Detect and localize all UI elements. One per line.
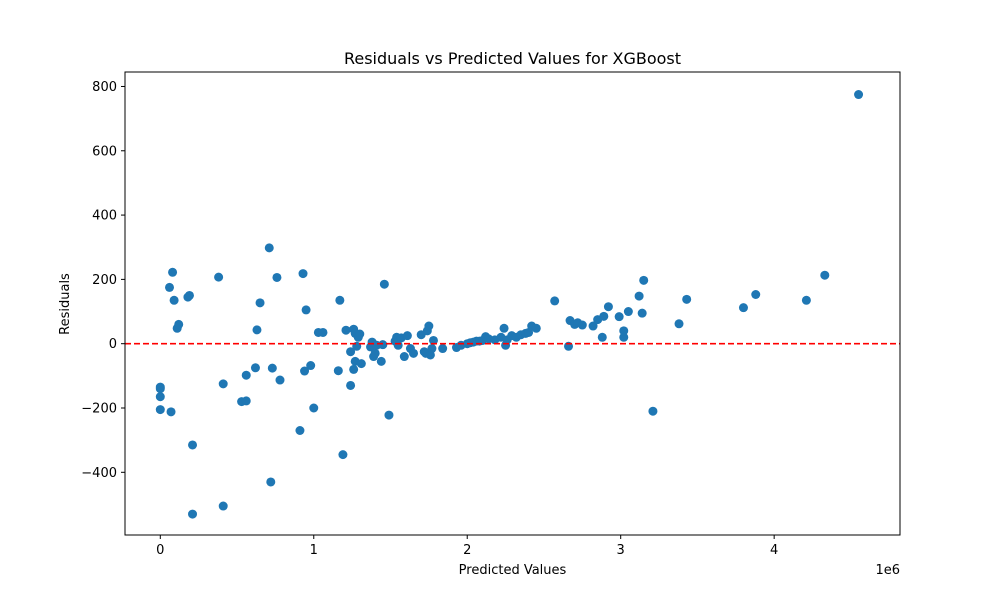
data-point <box>588 321 598 331</box>
y-axis-label: Residuals <box>58 273 73 335</box>
data-point <box>682 294 692 304</box>
data-point <box>854 90 864 100</box>
plot-frame <box>124 71 901 536</box>
y-tick-label: 400 <box>92 209 117 224</box>
data-point <box>298 269 308 279</box>
data-point <box>438 344 448 354</box>
x-tick-label: 3 <box>617 543 625 558</box>
data-point <box>318 327 328 337</box>
data-point <box>338 450 348 460</box>
chart-title: Residuals vs Predicted Values for XGBoos… <box>344 49 681 68</box>
data-point <box>603 302 613 312</box>
data-point <box>252 325 262 335</box>
data-point <box>264 243 274 253</box>
data-point <box>275 375 285 385</box>
data-point <box>188 509 198 519</box>
data-point <box>619 332 629 342</box>
data-point <box>188 440 198 450</box>
data-point <box>250 363 260 373</box>
data-point <box>399 352 409 362</box>
data-point <box>218 501 228 511</box>
data-point <box>168 267 178 277</box>
data-point <box>751 290 761 299</box>
y-tick-label: 0 <box>109 337 117 352</box>
y-tick-label: 200 <box>92 273 117 288</box>
y-tick-label: 800 <box>92 80 117 95</box>
data-point <box>379 279 389 289</box>
y-tick-label: −400 <box>81 466 117 481</box>
data-point <box>306 361 316 371</box>
data-point <box>272 272 282 282</box>
y-axis: −400 −200 0 200 400 600 800 <box>81 80 125 481</box>
data-point <box>614 312 624 322</box>
x-tick-label: 4 <box>770 543 778 558</box>
data-point <box>648 406 658 416</box>
data-point <box>155 384 165 394</box>
x-tick-label: 0 <box>156 543 164 558</box>
data-point <box>166 407 176 417</box>
data-point <box>499 323 509 333</box>
data-point <box>346 380 356 390</box>
data-point <box>241 370 251 380</box>
data-point <box>349 364 359 374</box>
data-point <box>376 356 386 366</box>
data-point <box>218 379 228 389</box>
data-point <box>241 396 251 406</box>
data-point <box>378 340 388 350</box>
data-point <box>333 366 343 376</box>
data-point <box>674 319 684 329</box>
data-point <box>619 326 629 336</box>
data-point <box>409 348 419 358</box>
data-point <box>214 272 224 282</box>
x-axis-offset-label: 1e6 <box>875 563 900 578</box>
x-tick-label: 2 <box>463 543 471 558</box>
data-point <box>165 282 174 292</box>
data-point <box>424 321 434 331</box>
data-point <box>637 308 647 318</box>
data-point <box>402 331 412 341</box>
data-point <box>267 363 277 373</box>
data-point <box>623 307 633 317</box>
data-point <box>531 323 541 333</box>
x-tick-label: 1 <box>310 543 318 558</box>
data-point <box>738 303 748 313</box>
data-point <box>301 305 311 315</box>
y-tick-label: 600 <box>92 144 117 159</box>
data-point <box>346 347 356 357</box>
data-point <box>174 319 184 329</box>
data-point <box>169 295 179 305</box>
data-point <box>427 344 437 354</box>
data-point <box>255 298 265 308</box>
data-point <box>634 291 644 301</box>
data-point <box>295 426 305 435</box>
data-point <box>550 296 560 306</box>
x-axis: 0 1 2 3 4 <box>156 535 778 558</box>
data-points <box>155 90 864 519</box>
data-point <box>356 359 366 369</box>
data-point <box>335 295 345 305</box>
data-point <box>341 325 351 335</box>
data-point <box>597 332 607 342</box>
data-point <box>155 392 165 402</box>
y-tick-label: −200 <box>81 401 117 416</box>
data-point <box>355 329 365 339</box>
data-point <box>266 477 276 487</box>
data-point <box>428 335 438 345</box>
data-point <box>309 403 319 413</box>
data-point <box>639 275 649 285</box>
x-axis-label: Predicted Values <box>459 563 567 578</box>
data-point <box>599 311 609 321</box>
data-point <box>184 290 194 300</box>
data-point <box>820 270 830 280</box>
data-point <box>300 366 310 376</box>
data-point <box>155 405 165 415</box>
data-point <box>384 410 394 420</box>
data-point <box>577 320 587 330</box>
data-point <box>801 295 811 305</box>
data-point <box>370 348 380 358</box>
